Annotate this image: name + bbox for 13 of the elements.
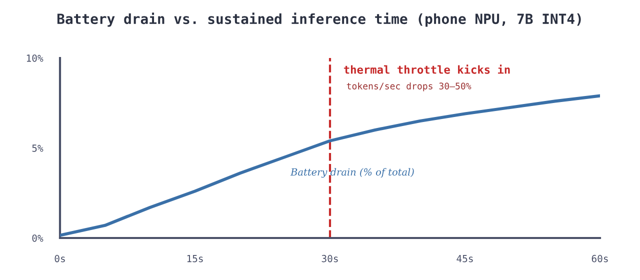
y-tick-label: 5%	[32, 144, 44, 152]
x-tick-label: 15s	[187, 255, 203, 262]
x-tick-label: 45s	[456, 255, 473, 262]
line-series	[60, 94, 600, 237]
x-tick-label: 30s	[322, 254, 338, 262]
annotation: tokens/sec drops 30–50%	[346, 82, 472, 92]
x-tick-label: 60s	[592, 254, 608, 262]
chart-title: Battery drain vs. sustained inference time (phone NPU, 7B INT4)	[57, 12, 581, 27]
series-label: Battery drain (% of total)	[290, 168, 414, 178]
y-tick-label: 10%	[26, 54, 44, 62]
ref-line-label: thermal throttle kicks in	[344, 64, 510, 74]
x-tick-label: 0s	[54, 254, 65, 262]
y-tick-label: 0%	[32, 234, 44, 242]
